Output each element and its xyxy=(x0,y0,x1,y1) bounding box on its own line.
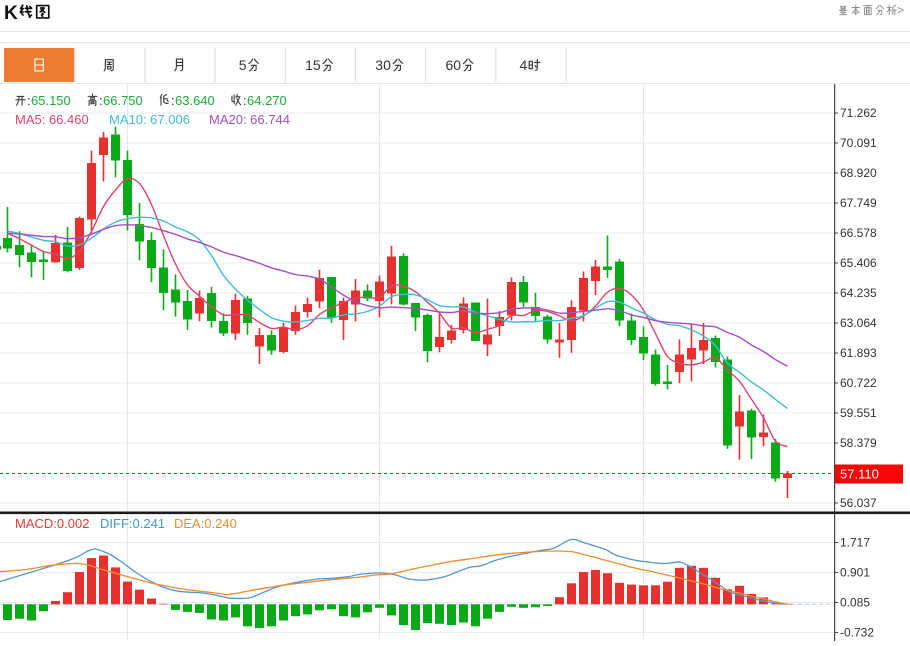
svg-text:66.578: 66.578 xyxy=(840,226,877,240)
svg-text:MA5: 66.460: MA5: 66.460 xyxy=(15,112,89,127)
svg-text:63.064: 63.064 xyxy=(840,316,877,330)
svg-text:MA20: 66.744: MA20: 66.744 xyxy=(209,112,290,127)
svg-text:56.037: 56.037 xyxy=(840,496,877,510)
svg-text:58.379: 58.379 xyxy=(840,436,877,450)
svg-text:71.262: 71.262 xyxy=(840,106,877,120)
svg-text:64.270: 64.270 xyxy=(247,93,287,108)
svg-text:MACD:0.002: MACD:0.002 xyxy=(15,516,89,531)
svg-text:DIFF:0.241: DIFF:0.241 xyxy=(100,516,165,531)
svg-text:65.150: 65.150 xyxy=(31,93,71,108)
svg-text:K: K xyxy=(4,3,18,24)
svg-text:59.551: 59.551 xyxy=(840,406,877,420)
svg-text:DEA:0.240: DEA:0.240 xyxy=(174,516,237,531)
svg-text:57.110: 57.110 xyxy=(840,467,879,482)
svg-text:61.893: 61.893 xyxy=(840,346,877,360)
svg-text::: : xyxy=(27,93,31,108)
svg-text:5: 5 xyxy=(239,57,247,73)
svg-text:63.640: 63.640 xyxy=(175,93,215,108)
svg-text:15: 15 xyxy=(305,57,321,73)
svg-text::: : xyxy=(171,93,175,108)
svg-text:68.920: 68.920 xyxy=(840,166,877,180)
svg-text:0.901: 0.901 xyxy=(840,566,870,580)
svg-text:0.085: 0.085 xyxy=(840,596,870,610)
svg-text:70.091: 70.091 xyxy=(840,136,877,150)
svg-text:4: 4 xyxy=(520,57,528,73)
svg-text:60.722: 60.722 xyxy=(840,376,877,390)
svg-text:1.717: 1.717 xyxy=(840,536,870,550)
svg-text:MA10: 67.006: MA10: 67.006 xyxy=(109,112,190,127)
svg-text:60: 60 xyxy=(446,57,462,73)
svg-text:64.235: 64.235 xyxy=(840,286,877,300)
svg-text:65.406: 65.406 xyxy=(840,256,877,270)
svg-text::: : xyxy=(99,93,103,108)
svg-text:30: 30 xyxy=(375,57,391,73)
svg-text:-0.732: -0.732 xyxy=(840,626,874,640)
svg-text:>: > xyxy=(897,3,904,17)
svg-text:66.750: 66.750 xyxy=(103,93,143,108)
svg-text::: : xyxy=(243,93,247,108)
svg-text:67.749: 67.749 xyxy=(840,196,877,210)
